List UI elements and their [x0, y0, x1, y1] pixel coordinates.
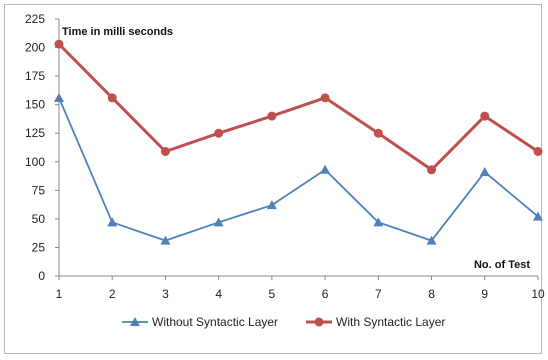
data-point [54, 39, 64, 49]
legend-label: Without Syntactic Layer [152, 315, 278, 329]
data-point [373, 217, 384, 227]
y-tick-label: 50 [32, 212, 46, 226]
data-point [160, 146, 170, 156]
y-tick-label: 75 [32, 183, 46, 197]
legend-label: With Syntactic Layer [336, 315, 445, 329]
legend-swatch-marker [130, 317, 140, 326]
x-tick-label: 9 [481, 287, 488, 301]
data-point [267, 111, 277, 121]
y-tick-label: 200 [25, 41, 45, 55]
data-point [426, 235, 437, 245]
data-point [479, 167, 490, 177]
x-axis-title: No. of Test [474, 259, 530, 271]
y-tick-label: 25 [32, 240, 46, 254]
y-tick-label: 150 [25, 98, 45, 112]
data-point [107, 93, 117, 103]
y-tick-label: 125 [25, 126, 45, 140]
series-line [57, 43, 539, 172]
data-point [107, 217, 118, 227]
data-point [480, 111, 490, 121]
x-tick-label: 6 [322, 287, 329, 301]
data-point [214, 128, 224, 138]
y-tick-label: 175 [25, 69, 45, 83]
data-point [373, 128, 383, 138]
x-tick-label: 8 [428, 287, 435, 301]
y-tick-label: 100 [25, 155, 45, 169]
x-tick-label: 2 [109, 287, 116, 301]
legend-item-1: Without Syntactic Layer [122, 315, 278, 329]
legend-item-2: With Syntactic Layer [306, 315, 445, 329]
data-point [320, 164, 331, 174]
legend-swatch-marker [314, 317, 324, 327]
y-tick-label: 0 [38, 269, 45, 283]
data-point [160, 235, 171, 245]
series-2 [54, 39, 543, 175]
y-tick-label: 225 [25, 12, 45, 26]
series-layer [54, 39, 543, 245]
x-tick-label: 5 [269, 287, 276, 301]
data-point [320, 93, 330, 103]
data-point [533, 146, 543, 156]
y-axis-title: Time in milli seconds [62, 26, 173, 38]
data-point [533, 211, 543, 221]
x-tick-label: 10 [531, 287, 545, 301]
x-tick-label: 3 [162, 287, 169, 301]
data-point [54, 92, 64, 102]
axes: 0 25 50 75 100 125 150 175 200 225 1 2 3 4 5 6 7 8 9 10 [25, 12, 545, 301]
series-1 [54, 92, 543, 245]
legend: Without Syntactic Layer With Syntactic La… [122, 315, 445, 329]
data-point [213, 217, 224, 227]
series-line [58, 97, 539, 242]
data-point [266, 200, 277, 210]
x-tick-label: 4 [215, 287, 222, 301]
x-tick-label: 7 [375, 287, 382, 301]
data-point [427, 165, 437, 175]
x-tick-label: 1 [56, 287, 63, 301]
